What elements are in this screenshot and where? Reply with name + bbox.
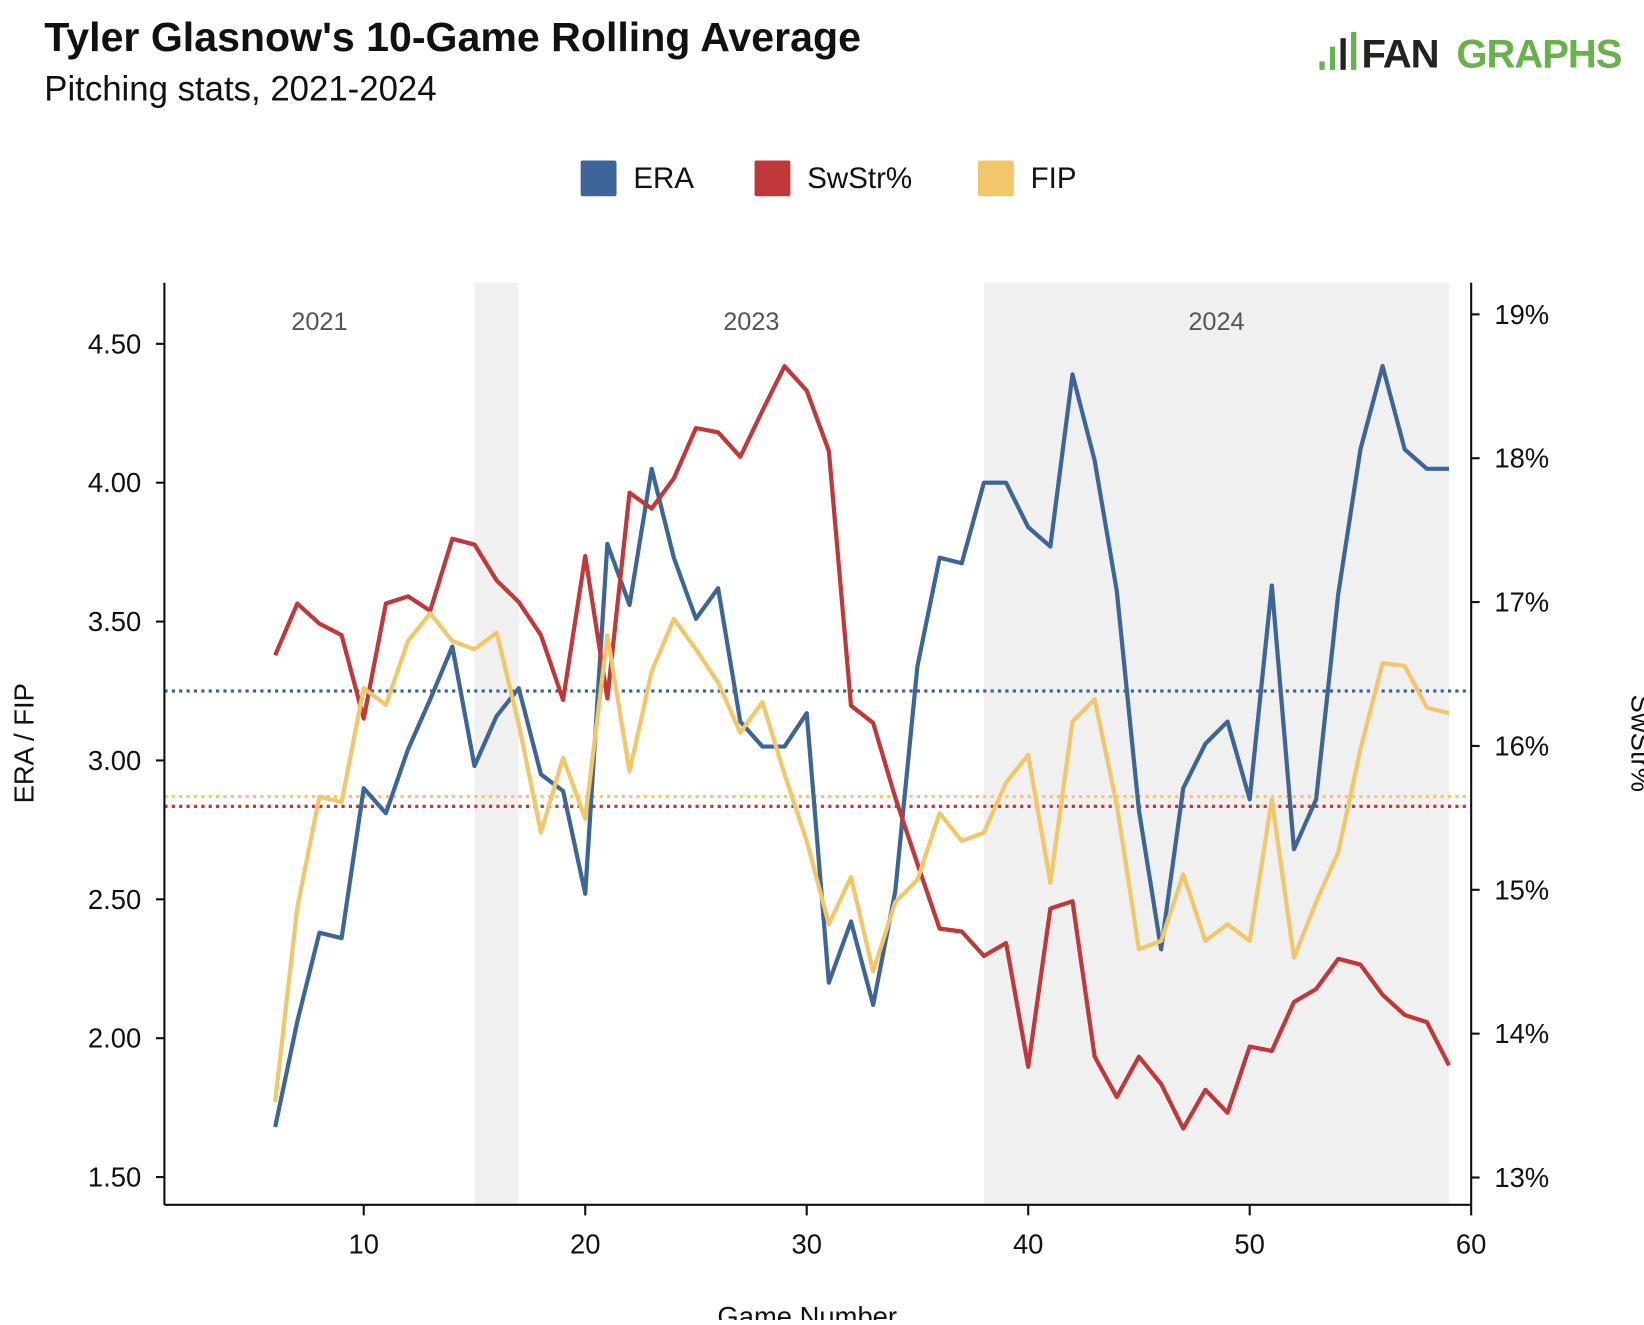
- y-right-tick-label: 13%: [1494, 1162, 1549, 1193]
- chart-subtitle: Pitching stats, 2021-2024: [44, 70, 436, 108]
- season-label: 2021: [291, 308, 347, 336]
- y-left-tick-label: 2.50: [88, 884, 141, 915]
- y-right-tick-label: 17%: [1494, 587, 1549, 618]
- svg-text:GRAPHS: GRAPHS: [1456, 33, 1621, 77]
- y-left-tick-label: 4.50: [88, 328, 141, 359]
- legend: ERA SwStr% FIP: [581, 160, 1077, 196]
- y-left-tick-label: 4.00: [88, 467, 141, 498]
- x-tick-label: 30: [791, 1228, 821, 1259]
- season-band: [474, 283, 518, 1205]
- y-axis-right-label: SwStr%: [1625, 695, 1644, 792]
- y-right-tick-label: 14%: [1494, 1018, 1549, 1049]
- chart-title: Tyler Glasnow's 10-Game Rolling Average: [44, 14, 861, 60]
- legend-label: ERA: [633, 162, 694, 195]
- x-tick-label: 20: [570, 1228, 600, 1259]
- y-left-tick-label: 1.50: [88, 1162, 141, 1193]
- legend-swatch-era: [581, 160, 617, 196]
- fangraphs-logo: FAN GRAPHS: [1319, 32, 1621, 77]
- x-axis-label: Game Number: [717, 1301, 897, 1320]
- season-label: 2024: [1188, 308, 1244, 336]
- season-label: 2023: [723, 308, 779, 336]
- x-tick-label: 10: [349, 1228, 379, 1259]
- x-tick-label: 50: [1234, 1228, 1264, 1259]
- legend-label: SwStr%: [807, 162, 912, 195]
- legend-swatch-swstr: [755, 160, 791, 196]
- y-right-tick-label: 18%: [1494, 443, 1549, 474]
- season-band: [984, 283, 1449, 1205]
- x-tick-label: 60: [1456, 1228, 1486, 1259]
- legend-label: FIP: [1031, 162, 1077, 195]
- y-right-tick-label: 16%: [1494, 730, 1549, 761]
- y-axis-left-label: ERA / FIP: [9, 683, 40, 803]
- y-left-tick-label: 3.50: [88, 606, 141, 637]
- y-right-tick-label: 19%: [1494, 299, 1549, 330]
- svg-text:FAN: FAN: [1362, 33, 1439, 77]
- y-left-tick-label: 3.00: [88, 745, 141, 776]
- legend-swatch-fip: [978, 160, 1014, 196]
- x-tick-label: 40: [1013, 1228, 1043, 1259]
- y-right-tick-label: 15%: [1494, 874, 1549, 905]
- y-left-tick-label: 2.00: [88, 1023, 141, 1054]
